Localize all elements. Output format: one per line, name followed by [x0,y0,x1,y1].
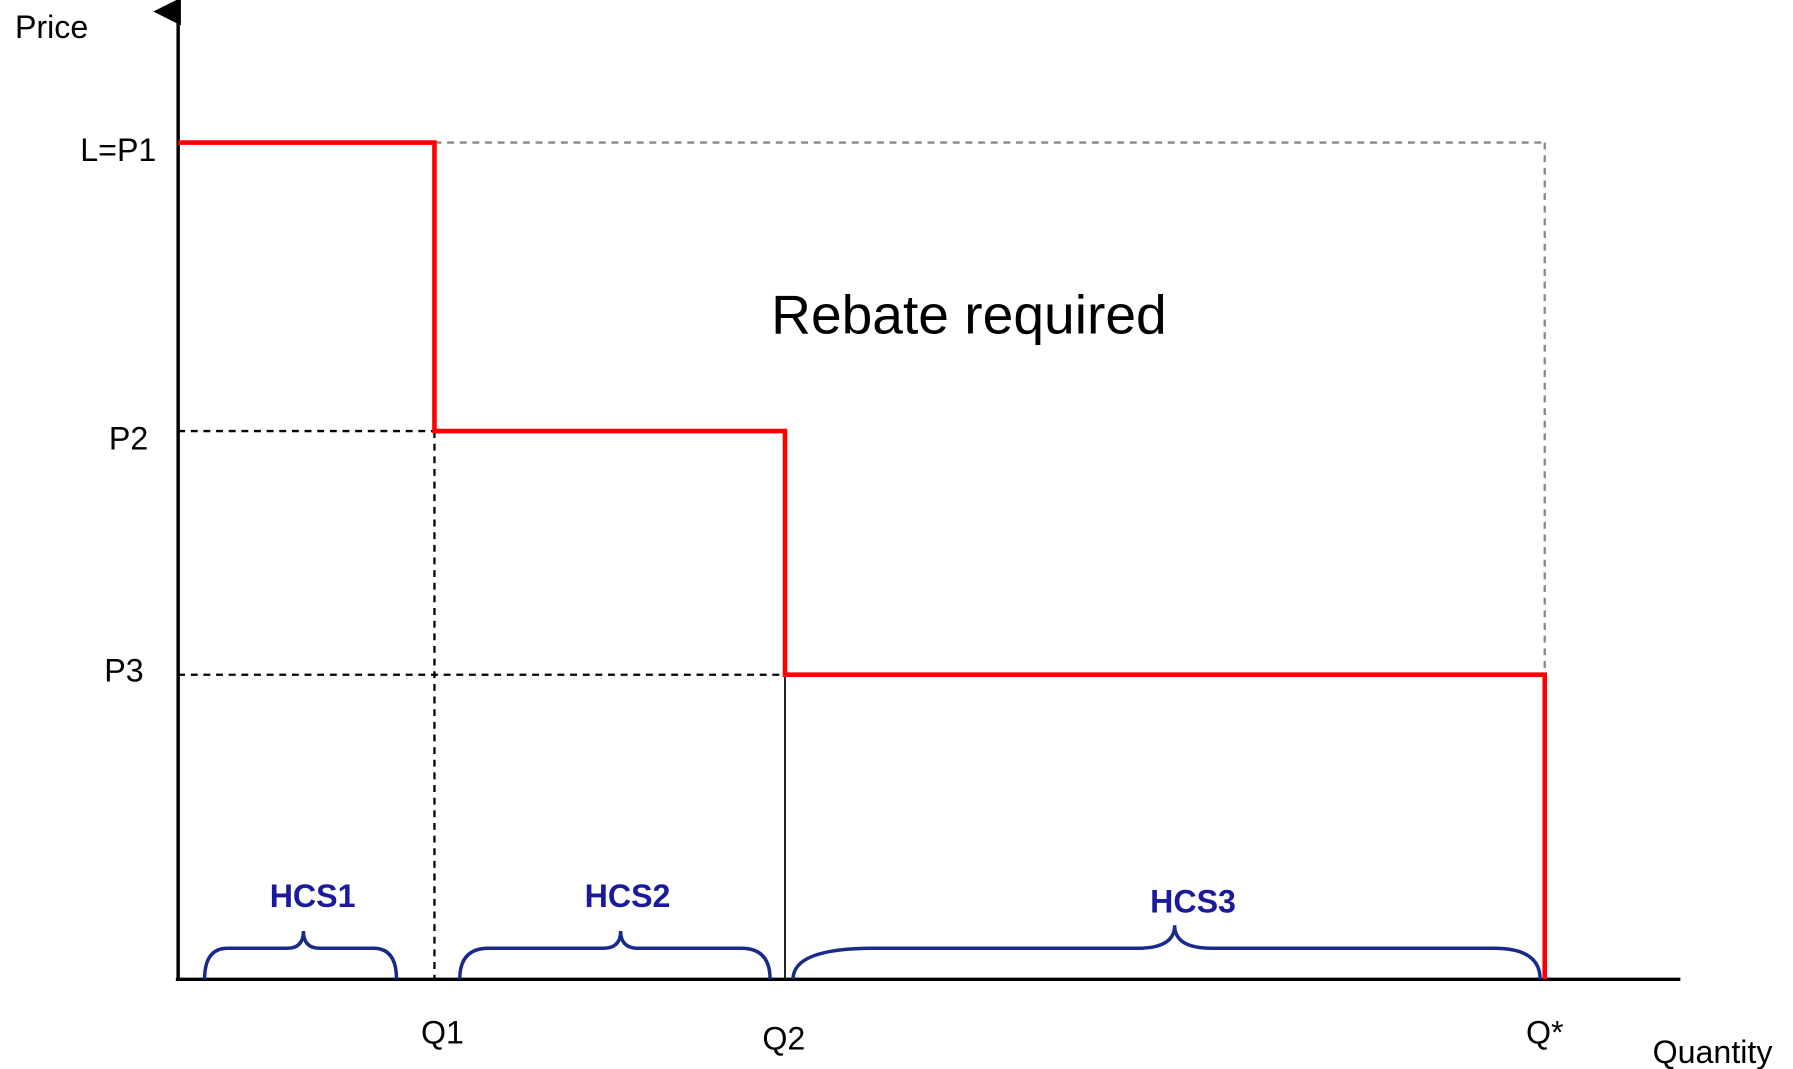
price-label: P3 [104,653,143,689]
step-curve [178,140,1548,980]
price-label: P2 [109,420,148,456]
segment-label: HCS1 [270,878,356,914]
price-label: L=P1 [80,132,156,168]
quantity-label: Q1 [421,1015,464,1051]
segment-label: HCS2 [585,878,671,914]
x-axis-label: Quantity [1653,1034,1774,1069]
brace [458,930,772,980]
y-axis-label: Price [15,9,88,45]
brace [791,925,1542,980]
segment-label: HCS3 [1150,884,1236,920]
quantity-label: Q2 [762,1020,805,1056]
annotation: Rebate required [771,283,1167,345]
brace [202,930,399,980]
quantity-label: Q* [1526,1015,1564,1051]
